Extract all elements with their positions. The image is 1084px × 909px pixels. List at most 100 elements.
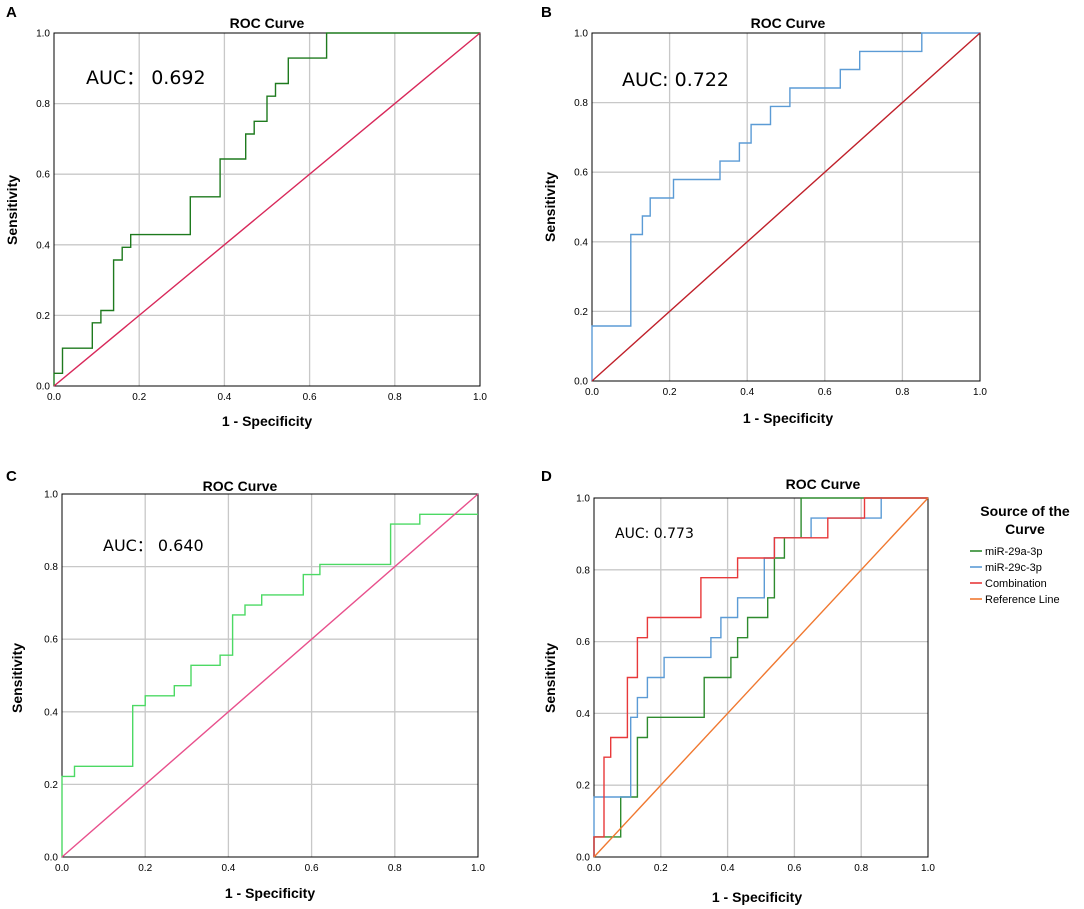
panel-b-ytick-3: 0.6	[574, 168, 588, 179]
panel-d-ytick-4: 0.8	[576, 565, 590, 576]
panel-b-ytick-4: 0.8	[574, 98, 588, 109]
panel-b-series-roc	[591, 32, 980, 381]
panel-a-ytick-1: 0.2	[36, 311, 50, 322]
legend-item-mir-29c-3p: miR-29c-3p	[970, 562, 1042, 574]
panel-d: 0.0 0.2 0.4 0.6 0.8 1.0 0.0 0.2 0.4 0.6 0.8 1.0 D R…	[541, 468, 935, 905]
legend-title-line-2: Curve	[1005, 521, 1045, 537]
legend: Source of the Curve miR-29a-3p miR-29c-3p…	[970, 503, 1070, 606]
panel-d-xtick-3: 0.6	[787, 863, 801, 874]
panel-c-xtick-1: 0.2	[138, 863, 152, 874]
legend-title-line-1: Source of the	[980, 503, 1070, 519]
panel-d-xtick-5: 1.0	[921, 863, 935, 874]
panel-b-ylabel: Sensitivity	[542, 172, 558, 242]
panel-c-ytick-4: 0.8	[44, 562, 58, 573]
panel-b-xtick-3: 0.6	[818, 387, 832, 398]
panel-b-xtick-5: 1.0	[973, 387, 987, 398]
panel-a-series-roc	[53, 32, 480, 386]
panel-b-ytick-1: 0.2	[574, 307, 588, 318]
panel-b-auc-label: AUC: 0.722	[622, 69, 729, 91]
panel-a-ytick-2: 0.4	[36, 240, 50, 251]
panel-a-ylabel: Sensitivity	[4, 175, 20, 245]
panel-a-ytick-3: 0.6	[36, 170, 50, 181]
panel-a-frame	[53, 32, 481, 387]
panel-a-xtick-2: 0.4	[217, 392, 231, 403]
legend-item-reference-line: Reference Line	[970, 594, 1060, 606]
panel-a-auc-label: AUC： 0.692	[86, 67, 206, 89]
panel-b-series-reference-line	[591, 32, 981, 382]
legend-label-reference-line: Reference Line	[985, 594, 1060, 606]
panel-b-xtick-0: 0.0	[585, 387, 599, 398]
panel-c-ytick-1: 0.2	[44, 780, 58, 791]
panel-a-letter: A	[6, 4, 17, 21]
panel-a-xtick-3: 0.6	[303, 392, 317, 403]
panel-a-xtick-1: 0.2	[132, 392, 146, 403]
panel-d-plot: 0.0 0.2 0.4 0.6 0.8 1.0 0.0 0.2 0.4 0.6 0.8 1.0	[576, 494, 935, 875]
panel-b: 0.0 0.2 0.4 0.6 0.8 1.0 0.0 0.2 0.4 0.6 0.8 1.0 B R…	[541, 4, 987, 426]
panel-a-xtick-4: 0.8	[388, 392, 402, 403]
panel-d-xtick-2: 0.4	[721, 863, 735, 874]
panel-b-xtick-4: 0.8	[895, 387, 909, 398]
panel-d-ytick-5: 1.0	[576, 494, 590, 505]
panel-c-xtick-2: 0.4	[221, 863, 235, 874]
panel-c-series-roc	[61, 513, 478, 857]
panel-a-ytick-5: 1.0	[36, 29, 50, 40]
panel-c-plot: 0.0 0.2 0.4 0.6 0.8 1.0 0.0 0.2 0.4 0.6 0.8 1.0	[44, 490, 485, 875]
panel-c-xlabel: 1 - Specificity	[225, 885, 315, 901]
panel-a-series-reference-line	[53, 32, 481, 387]
panel-c-xtick-3: 0.6	[305, 863, 319, 874]
panel-a-xlabel: 1 - Specificity	[222, 413, 312, 429]
panel-d-ytick-3: 0.6	[576, 637, 590, 648]
panel-a-title: ROC Curve	[230, 15, 305, 31]
panel-d-series-mir-29a-3p	[593, 497, 928, 857]
panel-c-ytick-5: 1.0	[44, 490, 58, 501]
panel-d-xtick-1: 0.2	[654, 863, 668, 874]
panel-c-title: ROC Curve	[203, 478, 278, 494]
legend-label-mir-29a-3p: miR-29a-3p	[985, 546, 1042, 558]
panel-a-xtick-5: 1.0	[473, 392, 487, 403]
panel-b-letter: B	[541, 4, 552, 21]
panel-d-ytick-0: 0.0	[576, 853, 590, 864]
panel-d-ylabel: Sensitivity	[542, 643, 558, 713]
panel-d-auc-label: AUC: 0.773	[615, 526, 694, 542]
panel-c-letter: C	[6, 468, 17, 485]
legend-item-combination: Combination	[970, 578, 1047, 590]
panel-d-ytick-1: 0.2	[576, 781, 590, 792]
panel-c: 0.0 0.2 0.4 0.6 0.8 1.0 0.0 0.2 0.4 0.6 0.8 1.0 C R…	[6, 468, 485, 901]
panel-a-ytick-4: 0.8	[36, 99, 50, 110]
panel-d-ytick-2: 0.4	[576, 709, 590, 720]
panel-b-ytick-2: 0.4	[574, 237, 588, 248]
panel-d-frame	[593, 497, 929, 858]
panel-b-xlabel: 1 - Specificity	[743, 410, 833, 426]
panel-c-xtick-5: 1.0	[471, 863, 485, 874]
panel-a-plot: 0.0 0.2 0.4 0.6 0.8 1.0 0.0 0.2 0.4 0.6 0.8 1.0	[36, 29, 487, 404]
panel-d-xtick-0: 0.0	[587, 863, 601, 874]
panel-c-ylabel: Sensitivity	[9, 643, 25, 713]
panel-b-ytick-5: 1.0	[574, 29, 588, 40]
panel-b-xtick-2: 0.4	[740, 387, 754, 398]
panel-a-xtick-0: 0.0	[47, 392, 61, 403]
panel-c-frame	[61, 493, 479, 858]
panel-b-ytick-0: 0.0	[574, 377, 588, 388]
panel-d-xlabel: 1 - Specificity	[712, 889, 802, 905]
panel-d-title: ROC Curve	[786, 476, 861, 492]
panel-a-ytick-0: 0.0	[36, 382, 50, 393]
panel-c-auc-label: AUC： 0.640	[103, 536, 204, 555]
panel-d-xtick-4: 0.8	[854, 863, 868, 874]
panel-c-ytick-0: 0.0	[44, 853, 58, 864]
panel-b-title: ROC Curve	[751, 15, 826, 31]
panel-d-letter: D	[541, 468, 552, 485]
panel-c-ytick-2: 0.4	[44, 707, 58, 718]
panel-b-frame	[591, 32, 981, 382]
panel-c-ytick-3: 0.6	[44, 635, 58, 646]
panel-a: 0.0 0.2 0.4 0.6 0.8 1.0 0.0 0.2 0.4 0.6 0.8 1.0 A R…	[4, 4, 487, 429]
panel-d-series-reference-line	[593, 497, 929, 858]
panel-c-xtick-4: 0.8	[388, 863, 402, 874]
panel-c-series-reference-line	[61, 493, 479, 858]
panel-b-plot: 0.0 0.2 0.4 0.6 0.8 1.0 0.0 0.2 0.4 0.6 0.8 1.0	[574, 29, 987, 399]
legend-item-mir-29a-3p: miR-29a-3p	[970, 546, 1042, 558]
panel-b-xtick-1: 0.2	[663, 387, 677, 398]
panel-d-series-combination	[593, 497, 928, 857]
legend-label-mir-29c-3p: miR-29c-3p	[985, 562, 1042, 574]
panel-c-xtick-0: 0.0	[55, 863, 69, 874]
